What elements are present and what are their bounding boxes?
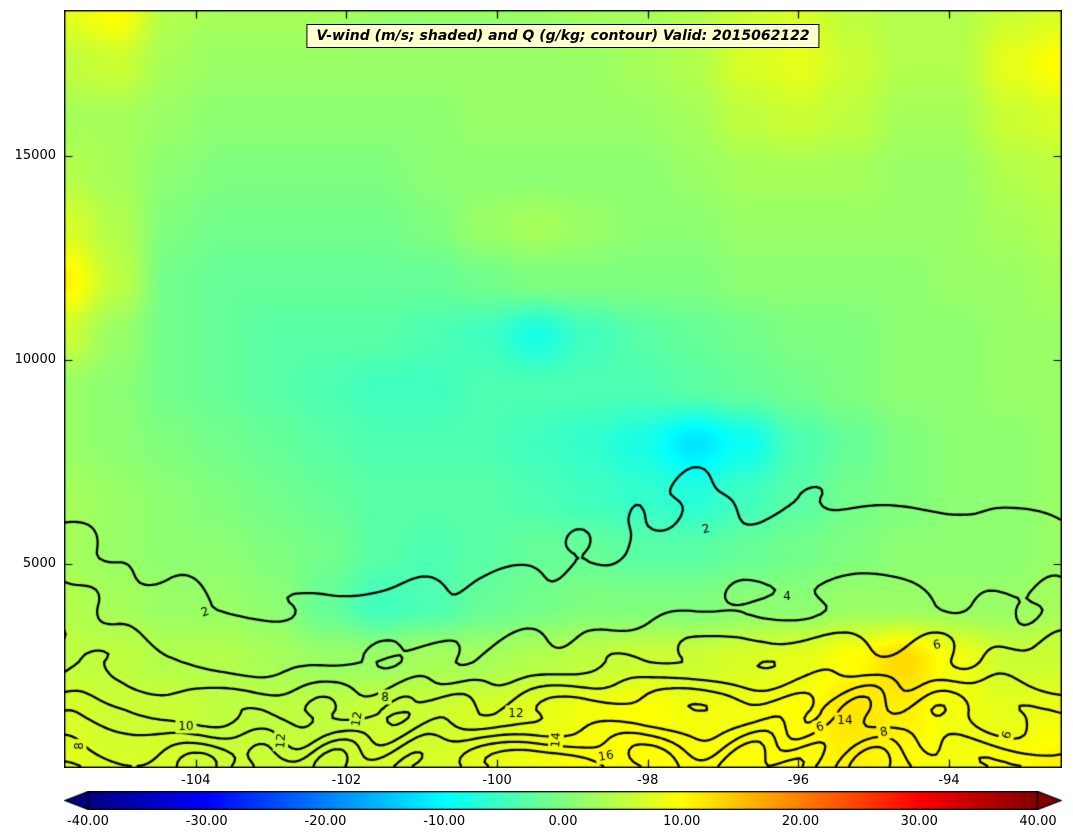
plot-title: V-wind (m/s; shaded) and Q (g/kg; contou… bbox=[306, 24, 820, 48]
plot-canvas bbox=[64, 10, 1062, 768]
y-tick-label: 5000 bbox=[22, 555, 56, 571]
colorbar-tick-label: 0.00 bbox=[548, 814, 578, 829]
x-tick-label: -96 bbox=[787, 773, 809, 788]
x-tick-label: -98 bbox=[637, 773, 659, 788]
x-tick-label: -104 bbox=[181, 773, 211, 788]
x-tick-label: -94 bbox=[938, 773, 960, 788]
colorbar-tick-label: -40.00 bbox=[67, 814, 109, 829]
y-tick-label: 15000 bbox=[14, 147, 56, 163]
colorbar-tick-label: 20.00 bbox=[781, 814, 820, 829]
colorbar bbox=[64, 791, 1062, 810]
colorbar-tick-label: -20.00 bbox=[304, 814, 347, 829]
colorbar-tick-label: 40.00 bbox=[1019, 814, 1057, 829]
y-tick-label: 10000 bbox=[14, 351, 56, 367]
x-tick-label: -102 bbox=[331, 773, 362, 788]
colorbar-tick-label: -10.00 bbox=[423, 814, 466, 829]
colorbar-tick-label: 10.00 bbox=[663, 814, 701, 829]
colorbar-tick-label: -30.00 bbox=[185, 814, 228, 829]
x-tick-label: -100 bbox=[482, 773, 512, 788]
colorbar-tick-label: 30.00 bbox=[900, 814, 938, 829]
